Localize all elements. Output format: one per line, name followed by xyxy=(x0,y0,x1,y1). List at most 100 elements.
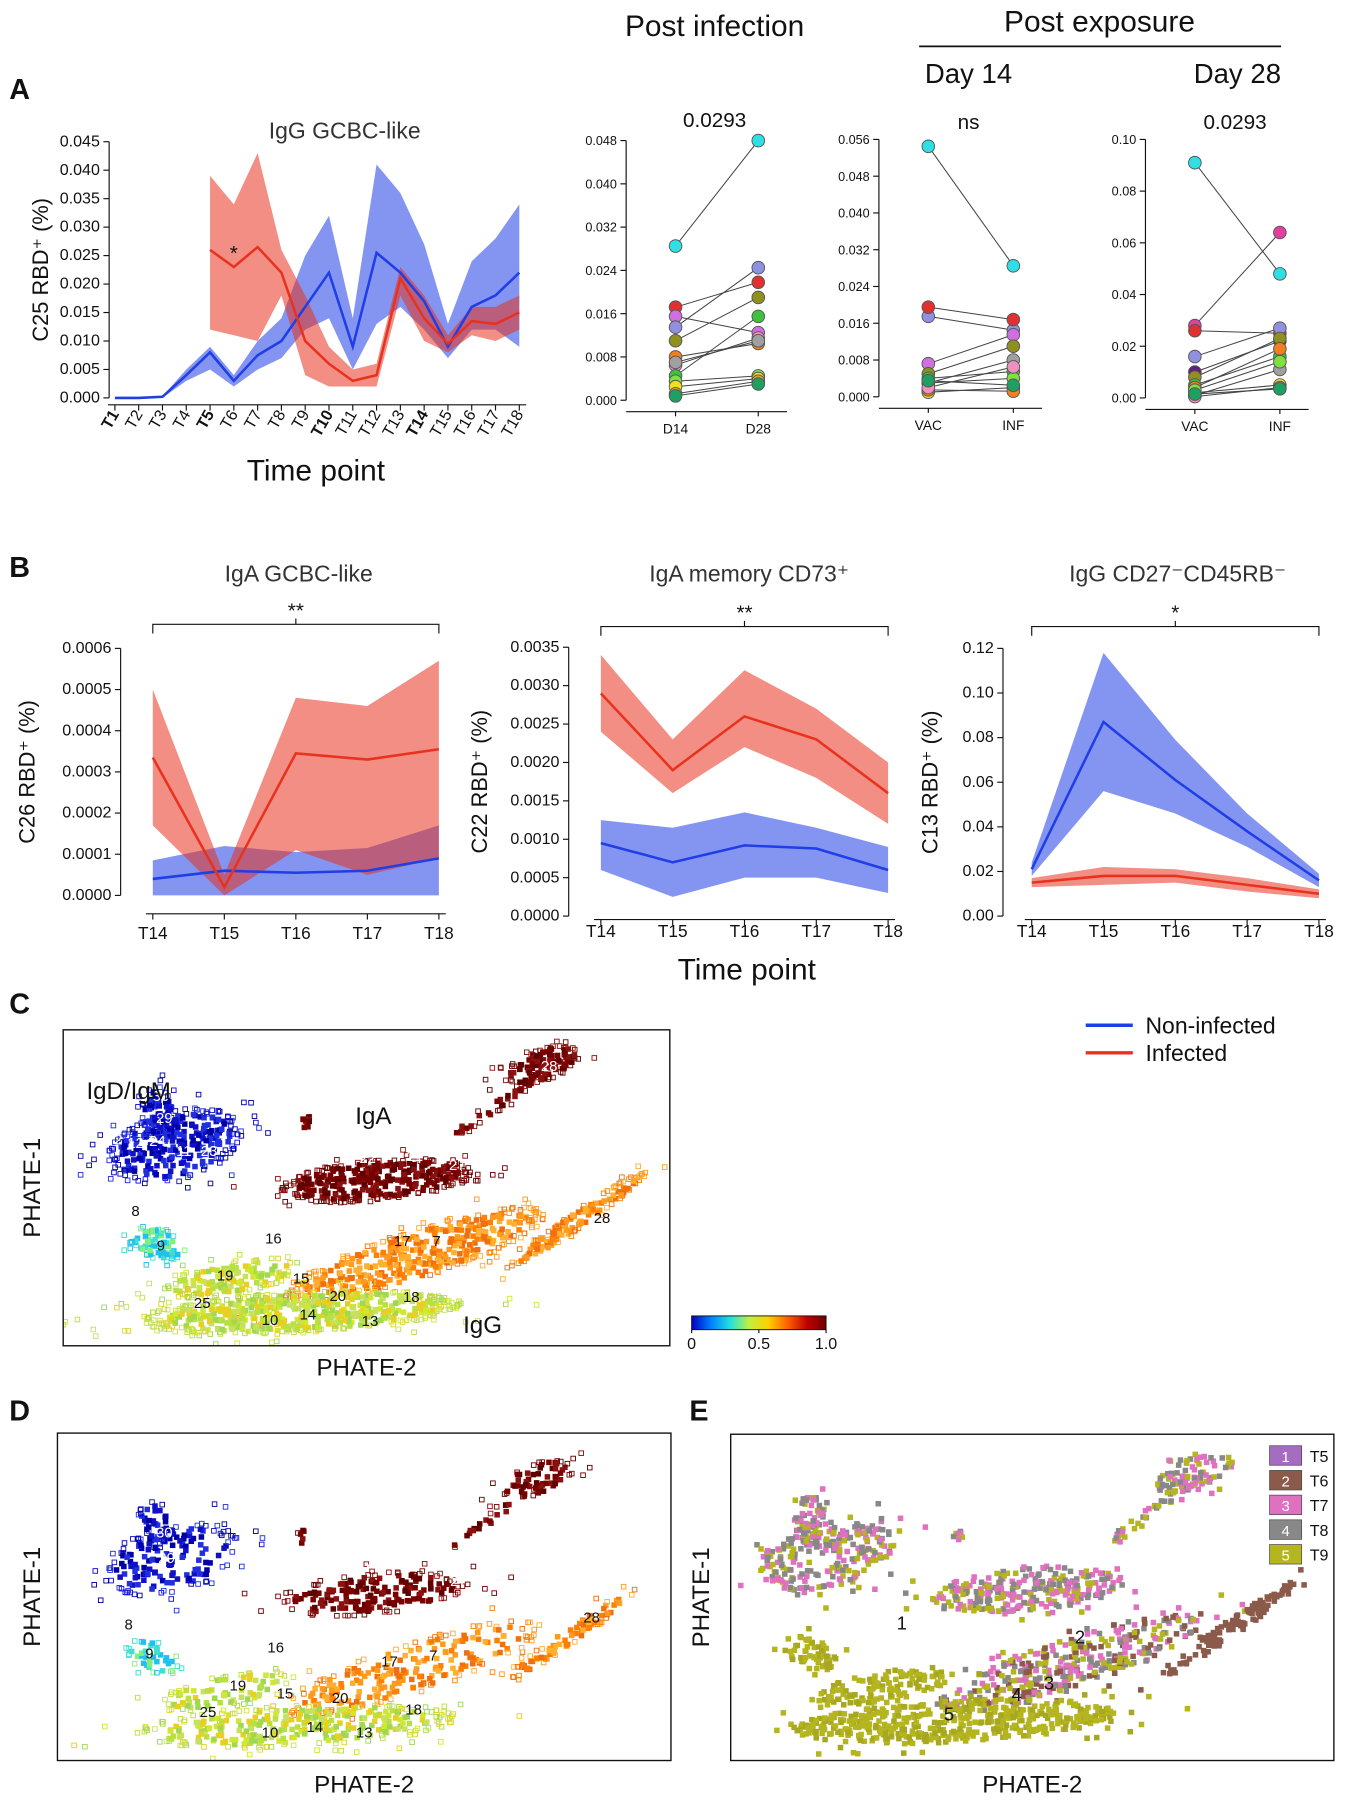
cell-point xyxy=(542,1071,548,1077)
cell-point xyxy=(1036,1691,1042,1698)
cell-point xyxy=(794,1592,801,1598)
cell-point xyxy=(446,1264,452,1270)
cell-point xyxy=(122,1150,129,1156)
cell-point xyxy=(799,1510,806,1517)
cell-point xyxy=(386,1569,392,1576)
cell-point xyxy=(231,1184,237,1190)
y-tick-label: 0.0000 xyxy=(62,886,111,904)
cluster-label: 20 xyxy=(332,1690,349,1707)
cell-point xyxy=(157,1124,163,1131)
cell-point xyxy=(816,1502,823,1509)
cell-point xyxy=(978,1590,984,1596)
cell-point xyxy=(368,1170,375,1177)
cell-point xyxy=(347,1196,354,1203)
cell-point xyxy=(344,1713,351,1719)
cell-point xyxy=(271,1292,277,1299)
cell-point xyxy=(475,1108,481,1114)
cell-point xyxy=(1094,1660,1101,1666)
cell-point xyxy=(474,1171,481,1178)
cell-point xyxy=(1050,1647,1056,1654)
cell-point xyxy=(119,1560,125,1567)
cell-point xyxy=(342,1612,348,1619)
point xyxy=(1006,360,1021,374)
cell-point xyxy=(230,1146,236,1153)
cell-point xyxy=(254,1309,260,1316)
cell-point xyxy=(97,1597,104,1604)
cell-point xyxy=(611,1185,617,1191)
cell-point xyxy=(355,1279,362,1285)
cell-point xyxy=(283,1680,289,1687)
cell-point xyxy=(824,1568,831,1574)
cell-point xyxy=(383,1709,389,1715)
cell-point xyxy=(630,1178,637,1184)
cell-point xyxy=(334,1733,341,1739)
cell-point xyxy=(458,1227,465,1233)
cell-point xyxy=(241,1590,248,1597)
cell-point xyxy=(1067,1669,1074,1676)
cell-point xyxy=(270,1298,277,1304)
cluster-label: 30 xyxy=(153,1088,170,1105)
y-tick-label: 0.08 xyxy=(1112,185,1137,199)
cell-point xyxy=(365,1738,371,1744)
cell-point xyxy=(244,1696,251,1702)
cell-point xyxy=(221,1121,228,1127)
cell-point xyxy=(241,1701,247,1707)
chart-title: IgA GCBC-like xyxy=(225,561,373,587)
cell-point xyxy=(269,1266,275,1273)
cell-point xyxy=(523,1637,530,1643)
cell-point xyxy=(754,1542,760,1548)
cell-point xyxy=(1098,1643,1104,1650)
y-tick-label: 0.040 xyxy=(838,207,870,221)
cell-point xyxy=(534,1223,540,1230)
cell-point xyxy=(170,1162,176,1169)
cell-point xyxy=(184,1329,190,1335)
cell-point xyxy=(168,1727,174,1733)
cell-point xyxy=(276,1300,282,1306)
cell-point xyxy=(1010,1607,1016,1613)
cell-point xyxy=(470,1634,476,1641)
cell-point xyxy=(382,1729,388,1735)
cell-point xyxy=(758,1546,764,1552)
cell-point xyxy=(314,1167,321,1174)
cell-point xyxy=(1117,1574,1124,1581)
cell-point xyxy=(465,1216,472,1223)
cell-point xyxy=(519,1649,526,1656)
cell-point xyxy=(338,1601,345,1607)
cell-point xyxy=(242,1744,248,1751)
cell-point xyxy=(516,1672,522,1679)
cell-point xyxy=(149,1227,155,1234)
cell-point xyxy=(298,1183,305,1189)
cell-point xyxy=(397,1191,403,1197)
cell-point xyxy=(317,1600,324,1606)
cell-point xyxy=(476,1521,483,1527)
cell-point xyxy=(1064,1662,1070,1669)
cell-point xyxy=(1128,1518,1135,1525)
y-tick-label: 0.02 xyxy=(1112,340,1137,354)
cell-point xyxy=(474,1178,481,1184)
cell-point xyxy=(189,1326,196,1333)
cell-point xyxy=(601,1198,607,1204)
cell-point xyxy=(619,1174,625,1180)
confidence-band xyxy=(1031,652,1319,888)
cell-point xyxy=(1021,1577,1027,1584)
cell-point xyxy=(405,1254,411,1260)
cell-point xyxy=(306,1270,313,1277)
cell-point xyxy=(1155,1481,1161,1488)
cell-point xyxy=(1113,1535,1119,1541)
cell-point xyxy=(132,1561,138,1568)
cell-point xyxy=(142,1233,149,1240)
series-line xyxy=(1030,720,1320,882)
cell-point xyxy=(291,1734,297,1741)
cell-point xyxy=(561,1051,568,1058)
cell-point xyxy=(787,1584,793,1591)
cell-point xyxy=(196,1557,202,1563)
cell-point xyxy=(202,1151,208,1158)
cell-point xyxy=(138,1542,144,1548)
y-tick-label: 0.04 xyxy=(963,817,994,835)
cell-point xyxy=(479,1262,486,1269)
cell-point xyxy=(802,1578,808,1584)
cell-point xyxy=(200,1144,206,1151)
cell-point xyxy=(382,1273,388,1280)
cell-point xyxy=(393,1262,399,1268)
